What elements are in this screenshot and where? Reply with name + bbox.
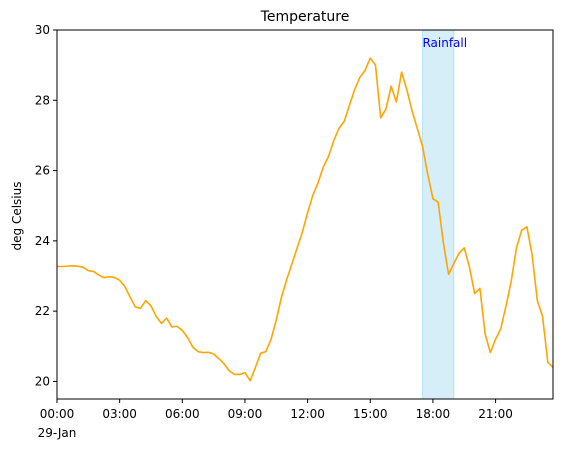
x-tick-label: 12:00 [290,407,325,421]
y-tick-label: 26 [35,164,50,178]
x-tick-label: 09:00 [228,407,263,421]
rainfall-span-label: Rainfall [422,36,467,50]
y-tick-label: 24 [35,234,50,248]
y-tick-label: 20 [35,374,50,388]
x-tick-label: 21:00 [478,407,513,421]
span-layer: Rainfall [421,29,467,400]
temperature-line [57,57,554,382]
y-tick-label: 30 [35,23,50,37]
x-tick-label: 00:00 [40,407,75,421]
chart-title: Temperature [260,9,350,25]
x-tick-sublabel: 29-Jan [38,426,77,440]
y-axis-label: deg Celsius [10,182,24,251]
plot-frame [56,29,554,400]
y-tick-label: 28 [35,93,50,107]
rainfall-span [421,29,455,400]
x-tick-label: 06:00 [165,407,200,421]
y-tick-label: 22 [35,304,50,318]
axes-layer: Temperature deg Celsius 29-Jan 20 22 24 26 2… [10,9,554,440]
x-tick-label: 03:00 [102,407,137,421]
x-tick-label: 15:00 [353,407,388,421]
line-layer [57,57,554,382]
x-tick-label: 18:00 [416,407,451,421]
